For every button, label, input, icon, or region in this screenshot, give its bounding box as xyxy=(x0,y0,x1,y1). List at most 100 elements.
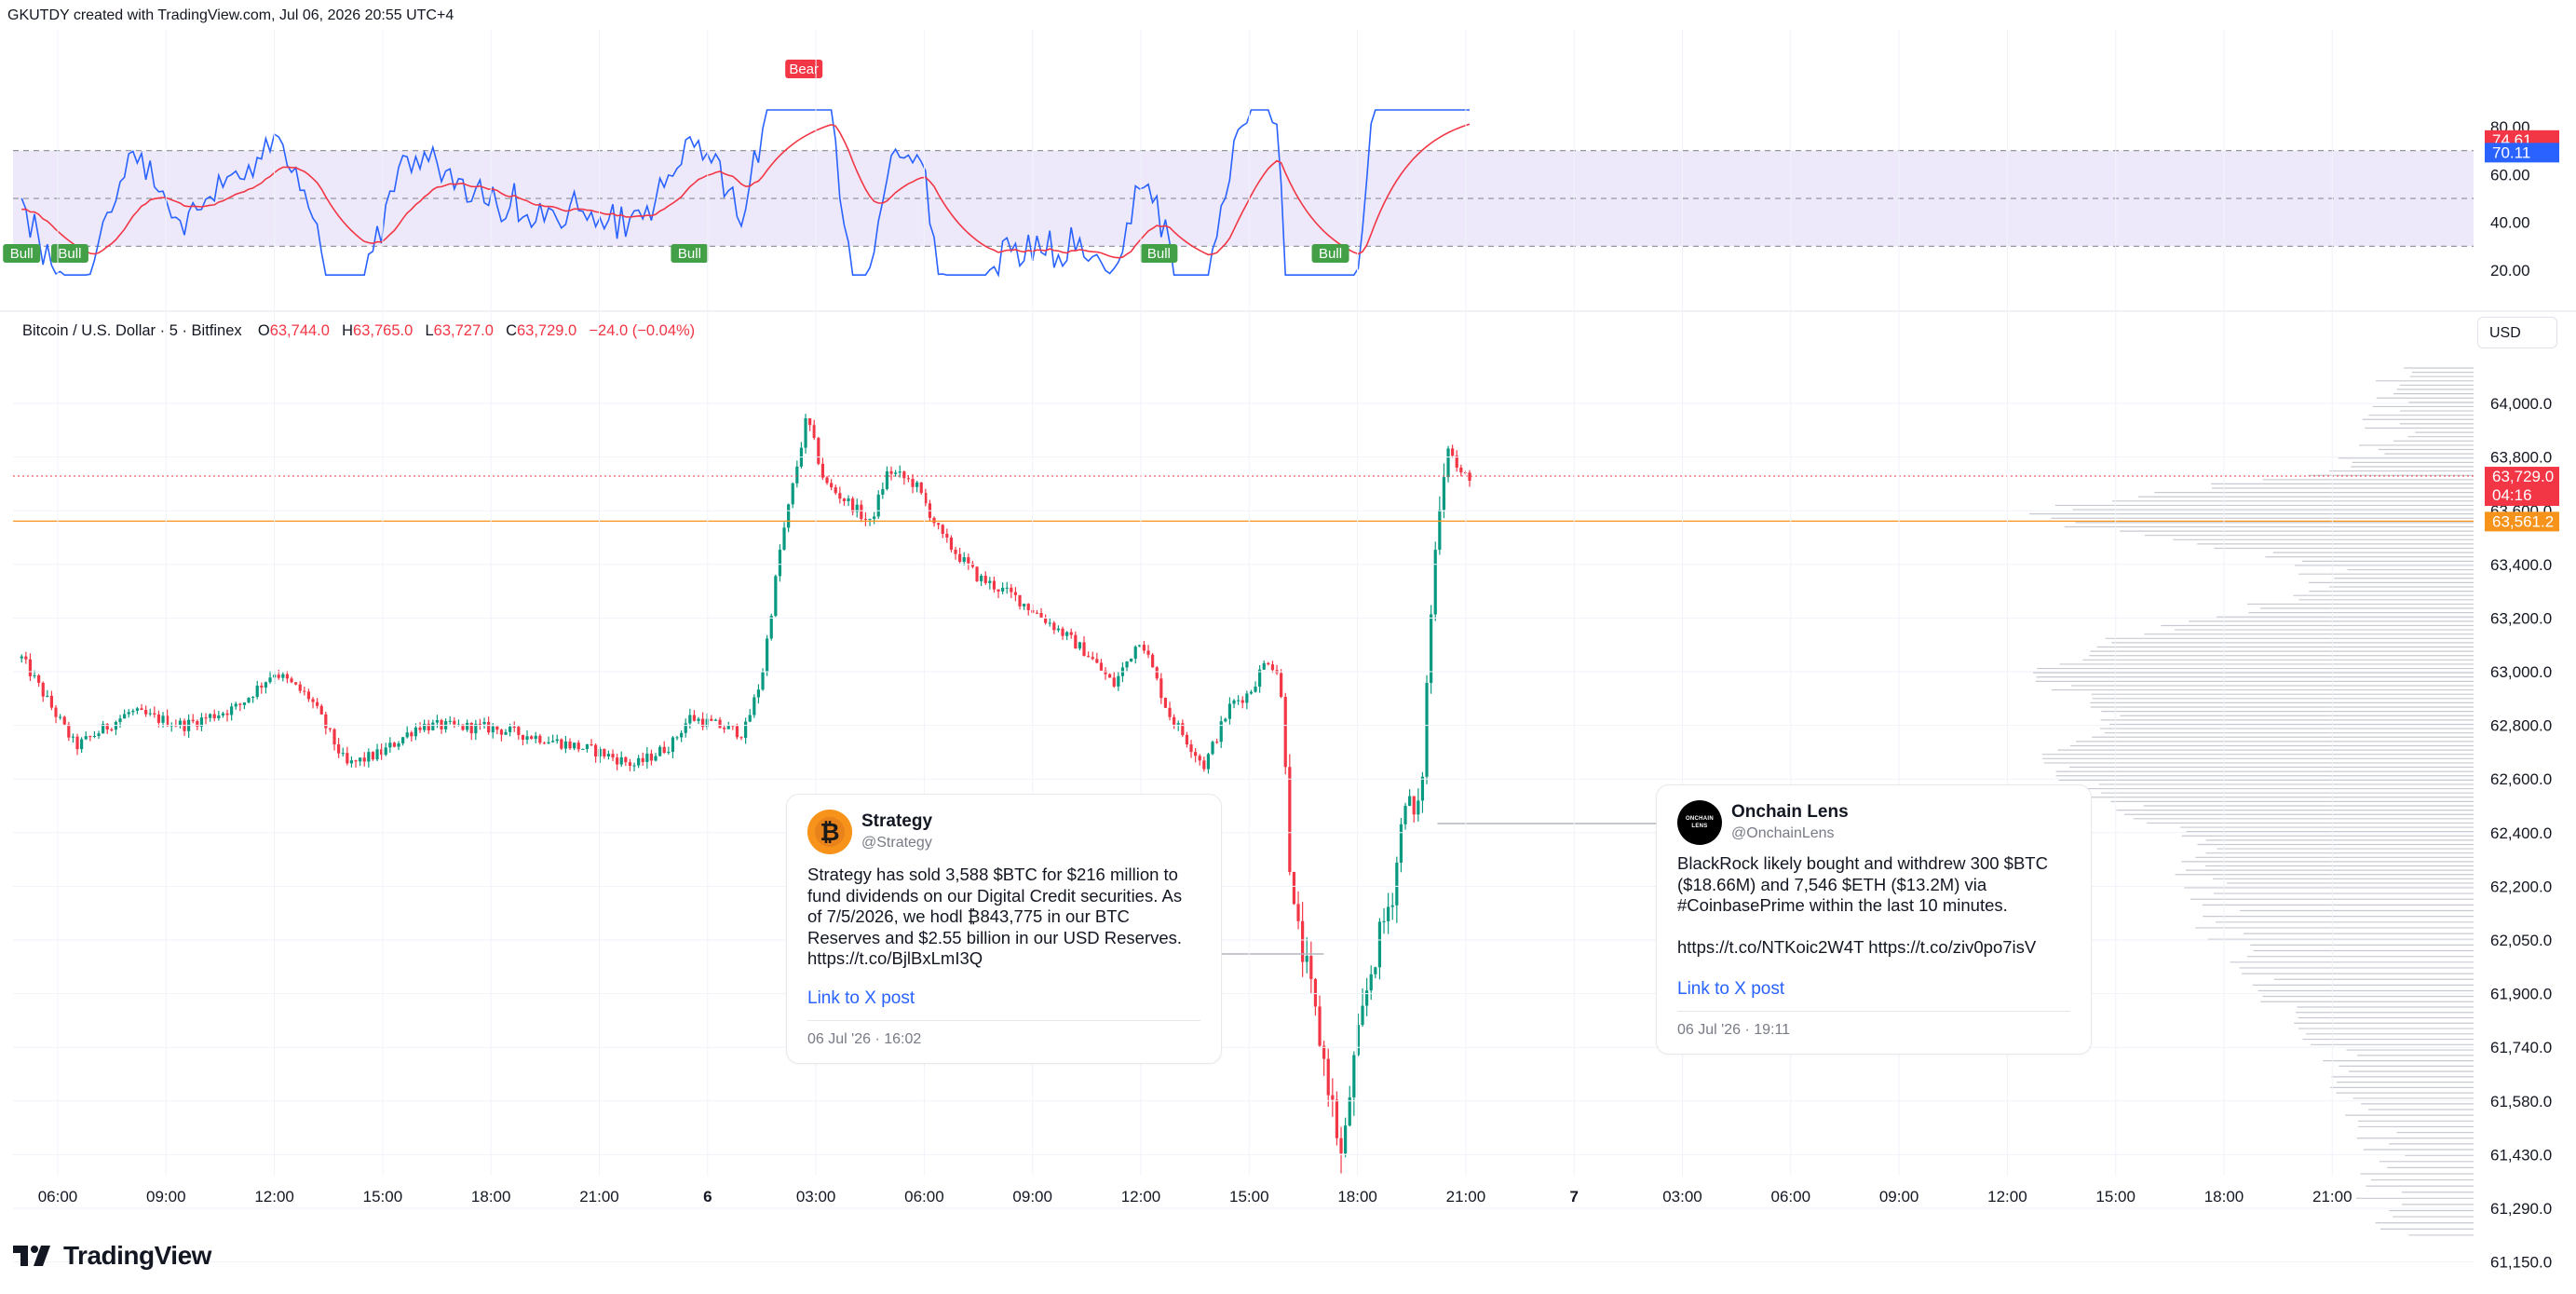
tweet-link[interactable]: Link to X post xyxy=(807,988,915,1008)
candle-body xyxy=(761,672,765,690)
candle-body xyxy=(324,714,328,729)
candle-body xyxy=(834,487,837,494)
candle-body xyxy=(59,716,62,718)
tradingview-logo[interactable]: TradingView xyxy=(13,1241,211,1271)
candle-body xyxy=(264,682,268,688)
price-tick-label: 63,800.0 xyxy=(2490,449,2552,467)
candle-body xyxy=(1168,707,1172,717)
candle-body xyxy=(209,714,212,718)
candle-body xyxy=(1194,752,1198,756)
candle-body xyxy=(868,518,872,520)
currency-button[interactable]: USD xyxy=(2477,317,2557,348)
header-credit: GKUTDY created with TradingView.com, Jul… xyxy=(7,7,454,23)
candle-body xyxy=(530,736,534,740)
candle-body xyxy=(260,686,264,688)
candle-body xyxy=(414,728,418,737)
candle-body xyxy=(838,493,842,499)
bull-divergence-text: Bull xyxy=(10,246,34,262)
candle-body xyxy=(1344,1125,1348,1154)
candle-body xyxy=(1117,675,1120,687)
candle-body xyxy=(1395,862,1399,906)
price-tick-label: 64,000.0 xyxy=(2490,395,2552,413)
candle-body xyxy=(1377,921,1382,968)
candle-body xyxy=(787,504,791,528)
candle-body xyxy=(75,736,79,750)
candle-body xyxy=(461,724,465,730)
candle-body xyxy=(915,482,919,487)
candle-body xyxy=(547,742,550,744)
candle-body xyxy=(585,744,590,749)
open-value: 63,744.0 xyxy=(269,322,330,339)
candle-body xyxy=(512,727,516,729)
candle-body xyxy=(319,705,323,715)
candle-body xyxy=(576,742,580,750)
candle-body xyxy=(225,713,229,715)
candle-body xyxy=(1296,904,1300,921)
candle-body xyxy=(911,479,915,487)
candle-body xyxy=(675,737,679,739)
candle-body xyxy=(251,697,255,699)
price-tick-label: 61,580.0 xyxy=(2490,1093,2552,1110)
candle-body xyxy=(380,749,384,756)
candle-body xyxy=(1065,632,1069,636)
candle-body xyxy=(962,557,966,562)
candle-body xyxy=(435,719,440,723)
candle-body xyxy=(774,576,778,617)
candle-body xyxy=(1005,587,1009,589)
candle-body xyxy=(1313,978,1318,1007)
time-tick-label: 12:00 xyxy=(1987,1188,2027,1205)
candle-body xyxy=(221,713,225,716)
candle-body xyxy=(487,721,491,733)
tweet-card-strategy[interactable]: ₿ Strategy @Strategy Strategy has sold 3… xyxy=(786,794,1222,1064)
tweet-link[interactable]: Link to X post xyxy=(1677,979,1785,999)
tweet-divider xyxy=(1677,1011,2070,1012)
candle-body xyxy=(1288,767,1292,872)
candle-body xyxy=(178,720,183,726)
candle-body xyxy=(1181,723,1185,735)
candle-body xyxy=(1348,1096,1351,1126)
candle-body xyxy=(238,703,242,705)
candle-body xyxy=(362,757,366,762)
candle-body xyxy=(611,754,615,758)
candle-body xyxy=(573,742,576,749)
price-tick-label: 61,900.0 xyxy=(2490,986,2552,1003)
candle-body xyxy=(1155,667,1159,679)
candle-body xyxy=(1078,642,1082,649)
price-tick-label: 61,150.0 xyxy=(2490,1254,2552,1272)
candle-body xyxy=(885,470,889,489)
candle-body xyxy=(1159,678,1163,699)
candle-body xyxy=(1099,662,1104,671)
candle-body xyxy=(1258,669,1262,687)
price-tick-label: 62,600.0 xyxy=(2490,770,2552,788)
candle-body xyxy=(1189,744,1193,753)
svg-text:₿: ₿ xyxy=(820,818,839,846)
candle-body xyxy=(1305,956,1308,962)
time-tick-label: 15:00 xyxy=(1229,1188,1269,1205)
candle-body xyxy=(949,537,954,551)
candle-body xyxy=(453,720,456,725)
high-label: H xyxy=(342,322,354,339)
time-tick-label: 6 xyxy=(703,1188,712,1205)
candle-body xyxy=(1322,1045,1326,1059)
candle-body xyxy=(1292,871,1296,905)
candle-body xyxy=(367,752,371,762)
candle-body xyxy=(1044,618,1048,623)
candle-body xyxy=(812,425,816,439)
tweet-card-onchainlens[interactable]: ONCHAIN LENS Onchain Lens @OnchainLens B… xyxy=(1656,784,2092,1055)
candle-body xyxy=(847,498,850,501)
candle-body xyxy=(1339,1137,1343,1154)
candle-body xyxy=(1138,645,1142,647)
candle-body xyxy=(298,684,302,691)
candle-body xyxy=(1412,796,1416,815)
candle-body xyxy=(388,742,392,748)
close-value: 63,729.0 xyxy=(517,322,577,339)
candle-body xyxy=(212,714,216,719)
candle-body xyxy=(427,724,430,730)
candle-body xyxy=(423,724,427,730)
candle-body xyxy=(166,715,169,727)
candle-body xyxy=(1048,622,1051,624)
rsi-tick-label: 20.00 xyxy=(2490,262,2530,279)
candle-body xyxy=(983,576,987,583)
candle-body xyxy=(131,710,135,713)
